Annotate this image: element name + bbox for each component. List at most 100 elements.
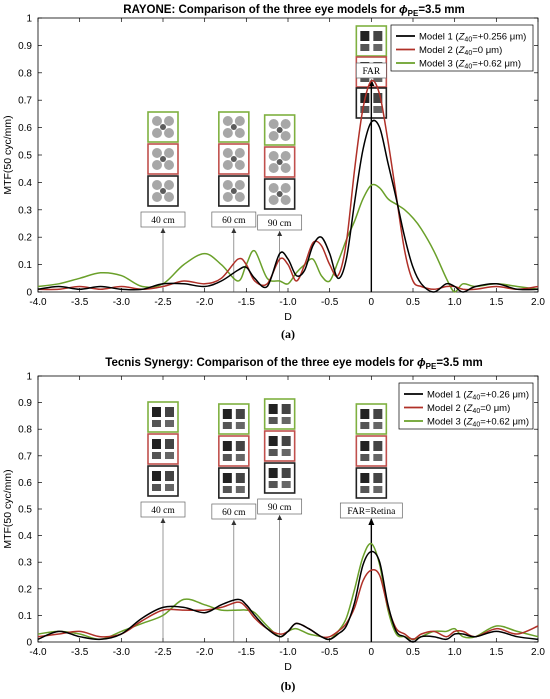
legend: Model 1 (Z40=+0.26 μm)Model 2 (Z40=0 μm)…: [398, 382, 534, 430]
y-axis-label: MTF(50 cyc/mm): [2, 469, 14, 548]
blur-spot: [268, 163, 279, 173]
panel-caption: (b): [281, 679, 296, 693]
arrowhead: [277, 515, 283, 520]
y-tick-label: 0.1: [18, 611, 32, 622]
blur-spot: [280, 195, 291, 205]
blur-spot: [164, 116, 174, 126]
annotation-label: 40 cm: [151, 506, 175, 516]
series-group: [37, 542, 539, 643]
legend-entry: Model 1 (Z40=+0.256 μm): [419, 32, 526, 44]
blur-spot: [280, 131, 291, 141]
chart-panel-1: RAYONE: Comparison of the three eye mode…: [2, 4, 545, 341]
chart-letter: [281, 417, 291, 424]
y-tick-label: 0.2: [18, 233, 32, 244]
annotations: 40 cm 60 cm 90 cm FAR: [140, 25, 388, 292]
chart-letter: [281, 404, 291, 414]
chart-letter: [165, 452, 174, 459]
annotation-label-box: [355, 62, 387, 79]
x-tick-label: -3.5: [71, 297, 89, 308]
blur-spot: [230, 188, 237, 194]
chart-letter: [281, 449, 291, 456]
chart-letter: [360, 106, 370, 113]
chart-letter: [235, 486, 245, 493]
x-tick-label: 1.5: [489, 647, 503, 658]
blur-spot: [152, 160, 162, 170]
arrowhead: [231, 520, 237, 525]
blur-spot: [234, 180, 245, 190]
chart-letter: [222, 473, 232, 483]
x-tick-label: -1.0: [279, 647, 297, 658]
chart-letter: [268, 436, 278, 446]
focus-thumbnail: [147, 175, 179, 207]
annotation-label: 90 cm: [268, 219, 292, 229]
x-tick-label: -2.5: [154, 297, 172, 308]
x-tick-label: 1.0: [448, 297, 462, 308]
chart-letter: [235, 454, 245, 461]
x-tick-label: -3.5: [71, 647, 89, 658]
panel-caption: (a): [281, 327, 295, 341]
y-tick-label: 0.1: [18, 260, 32, 271]
blur-spot: [160, 156, 166, 162]
y-tick-label: 1: [26, 372, 32, 383]
chart-letter: [268, 468, 278, 478]
chart-letter: [373, 93, 383, 103]
chart-letter: [222, 454, 232, 461]
x-tick-label: 1.5: [489, 297, 503, 308]
blur-spot: [234, 128, 245, 138]
blur-spot: [222, 160, 233, 170]
chart-letter: [360, 31, 370, 41]
chart-letter: [360, 473, 370, 483]
chart-letter: [373, 473, 383, 483]
annotation-label-box: [257, 214, 303, 231]
x-tick-label: -2.0: [196, 297, 214, 308]
chart-letter: [360, 44, 370, 51]
annotation-label: 40 cm: [151, 216, 175, 226]
x-tick-label: 1.0: [448, 647, 462, 658]
legend-entry: Model 3 (Z40=+0.62 μm): [419, 59, 521, 71]
chart-letter: [373, 422, 383, 429]
blur-spot: [268, 195, 279, 205]
chart-letter: [373, 486, 383, 493]
y-tick-label: 0.9: [18, 41, 32, 52]
blur-spot: [268, 119, 279, 129]
x-tick-label: -4.0: [29, 647, 47, 658]
focus-thumbnail: [218, 143, 250, 175]
y-tick-label: 0.6: [18, 478, 32, 489]
chart-letter: [373, 454, 383, 461]
annotations: 40 cm 60 cm 90 cm FAR=Retina: [140, 398, 403, 642]
focus-thumbnail: [355, 435, 388, 467]
x-tick-label: -3.0: [113, 297, 131, 308]
blur-spot: [164, 192, 174, 202]
series-line-model-3: [37, 183, 539, 293]
chart-letter: [268, 481, 278, 488]
blur-spot: [222, 148, 233, 158]
blur-spot: [234, 148, 245, 158]
chart-letter: [152, 471, 161, 481]
blur-spot: [230, 156, 237, 162]
focus-thumbnail: [263, 146, 296, 178]
y-tick-label: 0.5: [18, 151, 32, 162]
y-tick-label: 0.9: [18, 398, 32, 409]
arrowhead: [368, 518, 375, 525]
annotation-label: 90 cm: [268, 503, 292, 513]
x-tick-label: -3.0: [113, 647, 131, 658]
legend: Model 1 (Z40=+0.256 μm)Model 2 (Z40=0 μm…: [390, 24, 534, 72]
blur-spot: [160, 188, 166, 194]
chart-letter: [222, 441, 232, 451]
chart-panel-2: Tecnis Synergy: Comparison of the three …: [2, 357, 545, 693]
series-line-model-3: [37, 542, 539, 641]
chart-title: Tecnis Synergy: Comparison of the three …: [105, 357, 482, 371]
chart-letter: [373, 44, 383, 51]
y-tick-label: 0: [26, 288, 32, 299]
chart-letter: [281, 481, 291, 488]
chart-letter: [152, 439, 161, 449]
x-tick-label: 0.5: [406, 647, 420, 658]
chart-letter: [152, 452, 161, 459]
y-tick-label: 0.2: [18, 584, 32, 595]
chart-letter: [222, 486, 232, 493]
y-tick-label: 0.3: [18, 558, 32, 569]
chart-letter: [281, 436, 291, 446]
focus-thumbnail: [218, 467, 250, 499]
focus-thumbnail: [218, 111, 250, 143]
